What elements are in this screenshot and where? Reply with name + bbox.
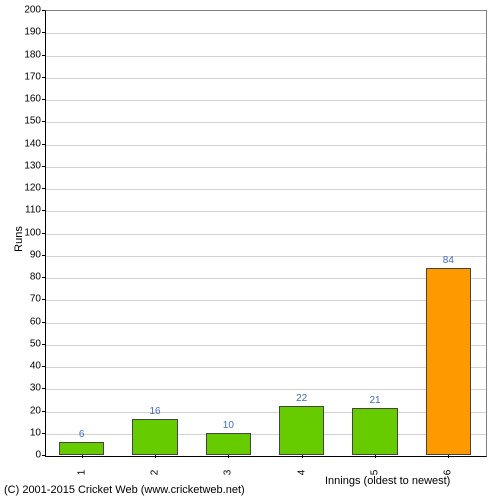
ytick-label: 30: [30, 383, 41, 394]
xtick-mark: [302, 455, 303, 458]
ytick-mark: [42, 55, 45, 56]
bar: [59, 442, 104, 455]
ytick-mark: [42, 10, 45, 11]
ytick-label: 130: [24, 160, 41, 171]
bar-value-label: 6: [79, 429, 85, 440]
y-axis-label: Runs: [13, 226, 25, 252]
ytick-mark: [42, 166, 45, 167]
ytick-label: 40: [30, 361, 41, 372]
ytick-label: 10: [30, 427, 41, 438]
ytick-label: 80: [30, 272, 41, 283]
ytick-label: 200: [24, 5, 41, 16]
ytick-mark: [42, 277, 45, 278]
gridline: [46, 367, 486, 368]
gridline: [46, 33, 486, 34]
xtick-label: 1: [76, 470, 87, 476]
ytick-label: 190: [24, 27, 41, 38]
ytick-mark: [42, 77, 45, 78]
gridline: [46, 56, 486, 57]
gridline: [46, 323, 486, 324]
xtick-label: 6: [443, 470, 454, 476]
bar: [132, 419, 177, 455]
plot-area: [45, 10, 487, 457]
ytick-mark: [42, 144, 45, 145]
ytick-mark: [42, 32, 45, 33]
bar: [426, 268, 471, 455]
gridline: [46, 278, 486, 279]
xtick-mark: [228, 455, 229, 458]
bar: [279, 406, 324, 455]
gridline: [46, 167, 486, 168]
gridline: [46, 211, 486, 212]
gridline: [46, 434, 486, 435]
ytick-mark: [42, 366, 45, 367]
ytick-label: 140: [24, 138, 41, 149]
bar-value-label: 16: [149, 406, 160, 417]
bar: [352, 408, 397, 455]
ytick-mark: [42, 455, 45, 456]
bar-value-label: 84: [443, 255, 454, 266]
xtick-label: 4: [296, 470, 307, 476]
ytick-label: 90: [30, 249, 41, 260]
ytick-label: 70: [30, 294, 41, 305]
ytick-mark: [42, 188, 45, 189]
ytick-label: 180: [24, 49, 41, 60]
bar-value-label: 22: [296, 393, 307, 404]
ytick-label: 100: [24, 227, 41, 238]
gridline: [46, 256, 486, 257]
bar-value-label: 10: [223, 420, 234, 431]
xtick-mark: [155, 455, 156, 458]
ytick-mark: [42, 255, 45, 256]
gridline: [46, 412, 486, 413]
gridline: [46, 300, 486, 301]
ytick-label: 170: [24, 71, 41, 82]
ytick-label: 160: [24, 94, 41, 105]
x-axis-label: Innings (oldest to newest): [325, 475, 450, 487]
gridline: [46, 345, 486, 346]
ytick-label: 120: [24, 183, 41, 194]
ytick-label: 110: [25, 205, 41, 216]
gridline: [46, 234, 486, 235]
ytick-label: 50: [30, 338, 41, 349]
copyright-footer: (C) 2001-2015 Cricket Web (www.cricketwe…: [4, 484, 245, 496]
gridline: [46, 122, 486, 123]
ytick-mark: [42, 388, 45, 389]
ytick-mark: [42, 299, 45, 300]
bar-value-label: 21: [369, 395, 380, 406]
xtick-mark: [82, 455, 83, 458]
gridline: [46, 189, 486, 190]
chart-container: Runs Innings (oldest to newest) (C) 2001…: [0, 0, 500, 500]
ytick-mark: [42, 233, 45, 234]
ytick-mark: [42, 99, 45, 100]
ytick-mark: [42, 322, 45, 323]
ytick-label: 0: [35, 450, 41, 461]
gridline: [46, 78, 486, 79]
gridline: [46, 100, 486, 101]
bar: [206, 433, 251, 455]
xtick-label: 3: [223, 470, 234, 476]
xtick-mark: [448, 455, 449, 458]
gridline: [46, 145, 486, 146]
ytick-mark: [42, 344, 45, 345]
ytick-label: 150: [24, 116, 41, 127]
ytick-mark: [42, 121, 45, 122]
ytick-label: 20: [30, 405, 41, 416]
xtick-label: 5: [370, 470, 381, 476]
ytick-mark: [42, 433, 45, 434]
ytick-label: 60: [30, 316, 41, 327]
xtick-label: 2: [150, 470, 161, 476]
ytick-mark: [42, 210, 45, 211]
xtick-mark: [375, 455, 376, 458]
ytick-mark: [42, 411, 45, 412]
gridline: [46, 389, 486, 390]
